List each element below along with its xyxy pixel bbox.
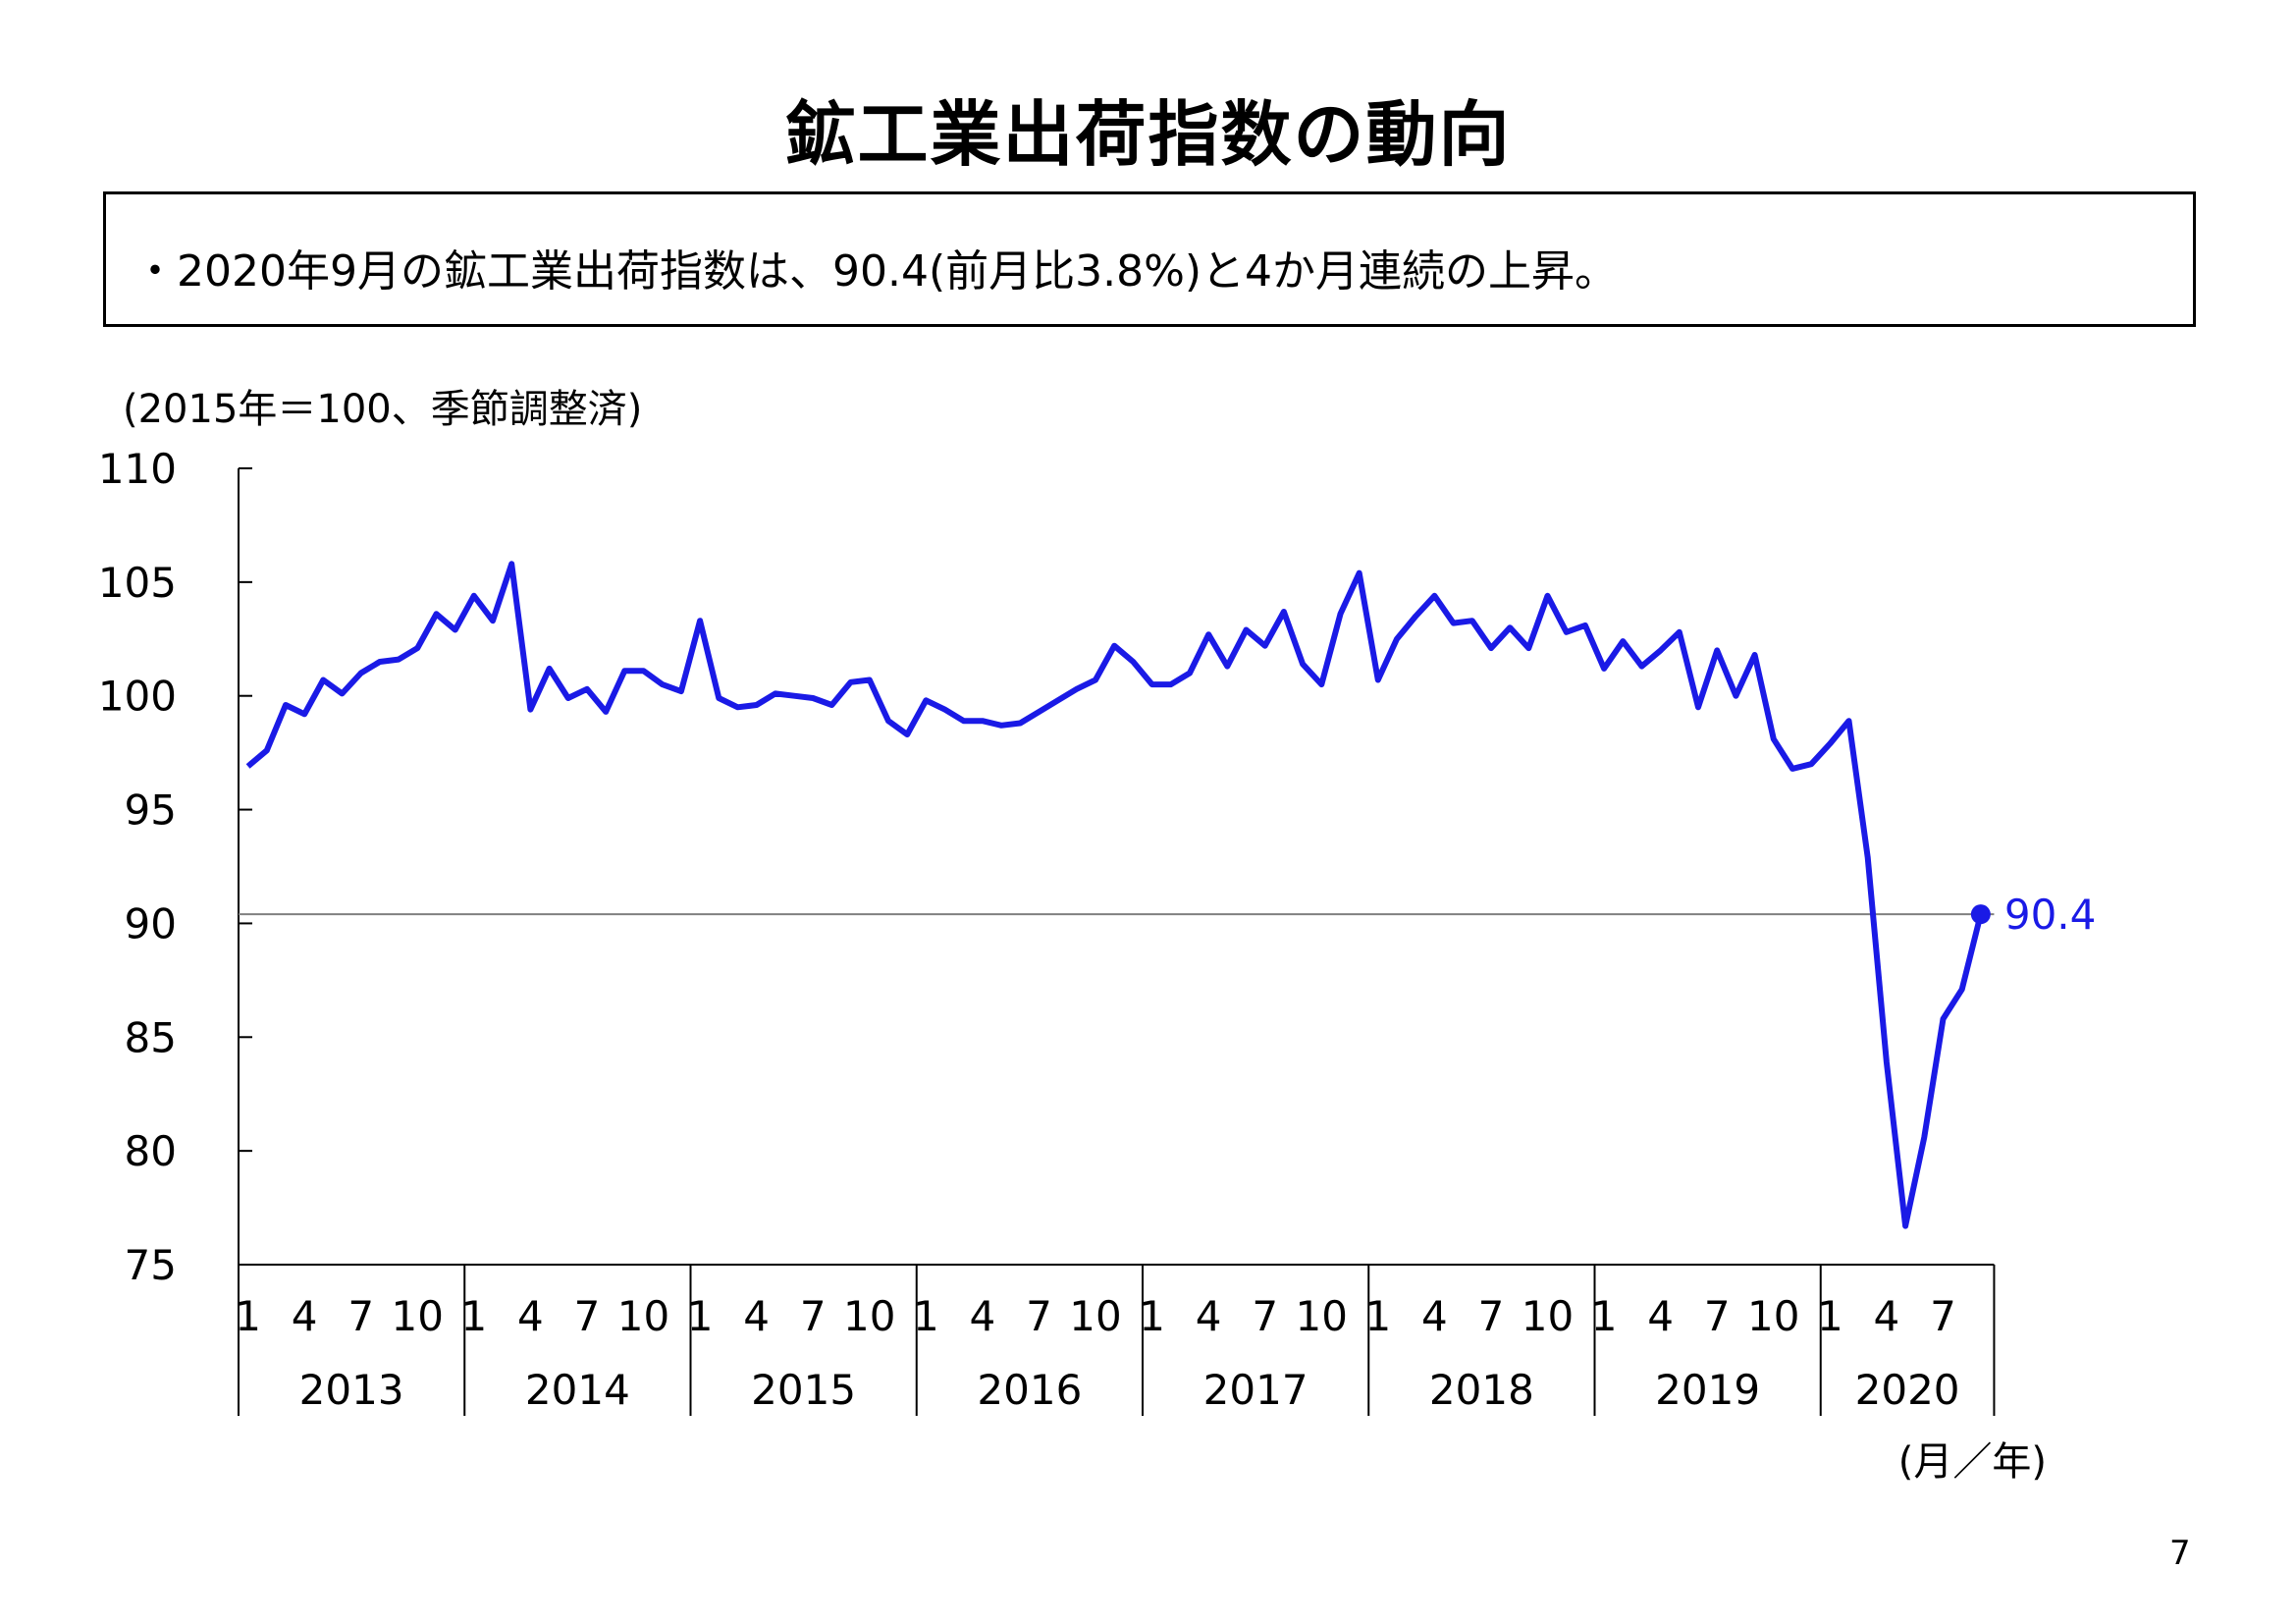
last-value-label: 90.4 [2004,891,2097,939]
month-tick-label: 4 [970,1292,996,1340]
y-tick-label: 80 [125,1127,177,1175]
month-tick-label: 7 [1026,1292,1052,1340]
month-tick-label: 4 [1196,1292,1222,1340]
summary-text: ・2020年9月の鉱工業出荷指数は、90.4(前月比3.8%)と4か月連続の上昇… [133,246,1619,297]
month-tick-label: 7 [1478,1292,1505,1340]
month-tick-label: 4 [292,1292,318,1340]
year-label: 2016 [977,1366,1082,1414]
x-axis-unit-label: (月／年) [1898,1439,2047,1485]
month-tick-label: 1 [235,1292,261,1340]
year-label: 2017 [1203,1366,1308,1414]
unit-note: (2015年＝100、季節調整済) [123,387,642,432]
month-tick-label: 1 [687,1292,714,1340]
y-tick-label: 105 [98,559,177,607]
year-label: 2013 [299,1366,404,1414]
month-tick-label: 7 [1252,1292,1278,1340]
month-tick-label: 7 [800,1292,827,1340]
month-tick-label: 4 [1874,1292,1900,1340]
month-tick-label: 4 [1421,1292,1448,1340]
last-data-point [1970,904,1991,925]
month-tick-label: 7 [1704,1292,1731,1340]
y-tick-label: 90 [125,899,177,947]
year-label: 2014 [525,1366,630,1414]
month-tick-label: 10 [392,1292,444,1340]
y-tick-label: 100 [98,673,177,721]
year-label: 2018 [1429,1366,1534,1414]
month-tick-label: 10 [1747,1292,1799,1340]
month-tick-label: 1 [460,1292,487,1340]
page-number: 7 [2169,1534,2191,1573]
year-label: 2015 [751,1366,856,1414]
series-line-shipments-index [245,561,1984,1229]
month-tick-label: 1 [1591,1292,1618,1340]
month-tick-label: 1 [1139,1292,1165,1340]
month-tick-label: 10 [617,1292,669,1340]
month-tick-label: 4 [743,1292,770,1340]
month-tick-label: 1 [1817,1292,1843,1340]
y-axis: 75 80 85 90 95 100 105 110 [98,445,252,1289]
month-tick-label: 1 [1364,1292,1391,1340]
y-tick-label: 85 [125,1013,177,1061]
year-label: 2019 [1655,1366,1760,1414]
summary-box: ・2020年9月の鉱工業出荷指数は、90.4(前月比3.8%)と4か月連続の上昇… [103,191,2196,327]
y-tick-label: 95 [125,786,177,835]
month-tick-label: 4 [517,1292,544,1340]
month-tick-label: 1 [913,1292,939,1340]
month-tick-label: 7 [1930,1292,1956,1340]
month-tick-label: 10 [1296,1292,1348,1340]
page-title: 鉱工業出荷指数の動向 [784,93,1512,176]
y-tick-label: 110 [98,445,177,493]
month-tick-label: 7 [347,1292,374,1340]
y-tick-label: 75 [125,1241,177,1289]
month-tick-label: 10 [843,1292,895,1340]
month-tick-label: 7 [574,1292,601,1340]
month-tick-label: 10 [1069,1292,1121,1340]
month-tick-label: 10 [1522,1292,1574,1340]
month-tick-label: 4 [1647,1292,1674,1340]
year-label: 2020 [1855,1366,1960,1414]
